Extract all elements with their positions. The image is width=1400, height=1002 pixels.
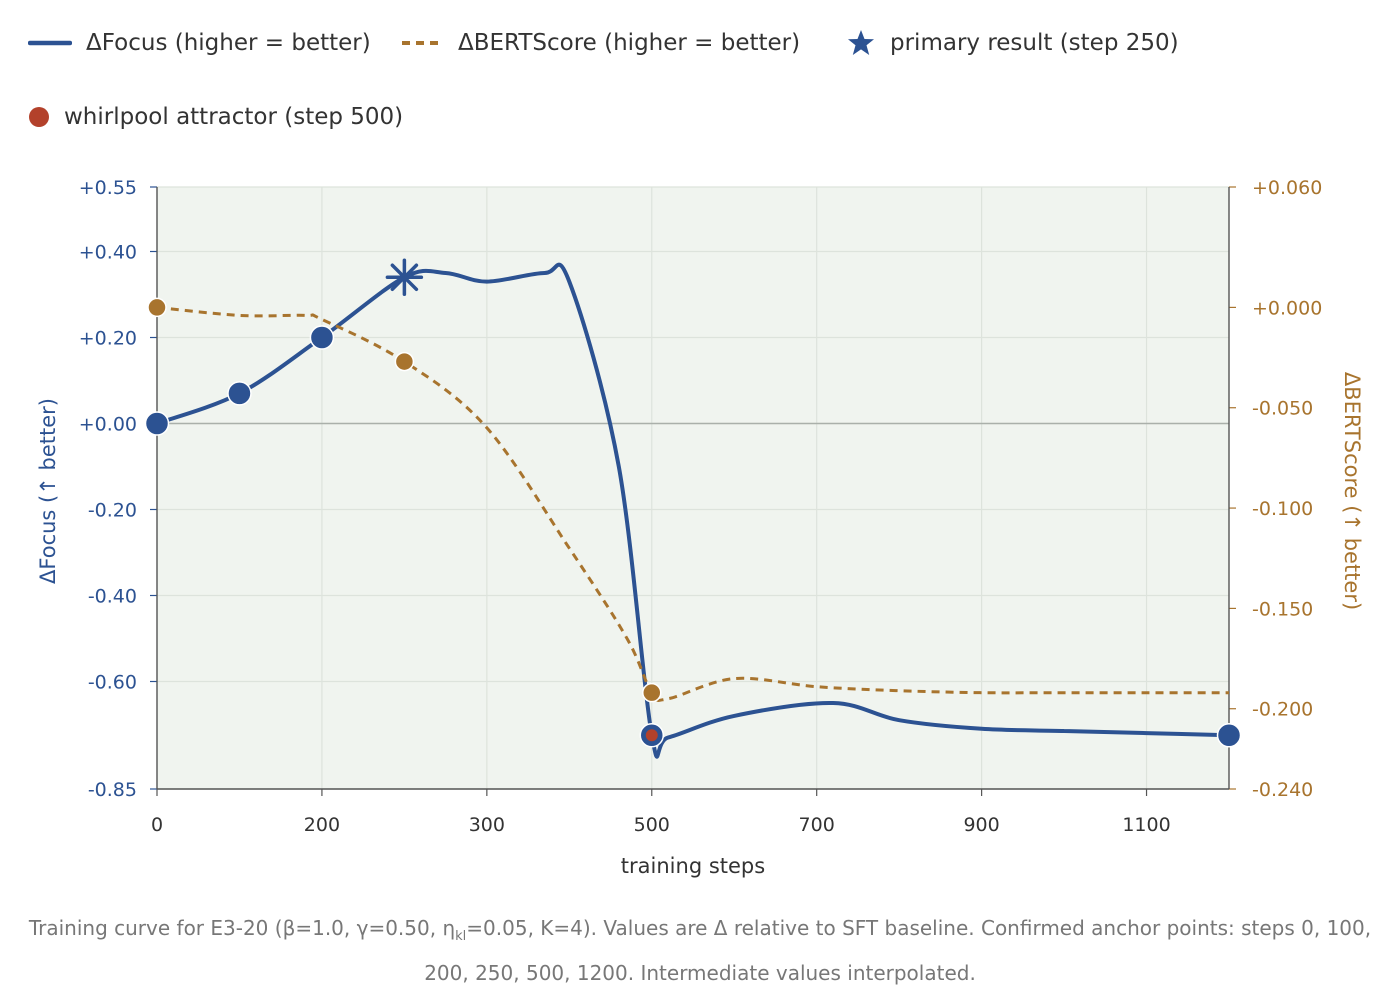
axes: 0 200 300 500 700 900 1100 +0.55 +0.40 +0.20 +0.00… xyxy=(79,177,1323,836)
y-left-tick-label: -0.40 xyxy=(88,586,137,608)
y-left-tick-label: -0.60 xyxy=(88,672,137,694)
x-tick-label: 500 xyxy=(634,814,670,836)
y-right-tick-label: -0.200 xyxy=(1252,699,1313,721)
y-left-tick-label: -0.85 xyxy=(88,779,137,801)
legend-label: primary result (step 250) xyxy=(890,30,1179,56)
x-tick-label: 900 xyxy=(963,814,999,836)
y-right-tick-label: -0.100 xyxy=(1252,498,1313,520)
x-axis-label: training steps xyxy=(621,854,765,878)
plot-area xyxy=(157,187,1229,789)
marker-layer xyxy=(144,258,1242,748)
y-axis-left-label: ΔFocus (↑ better) xyxy=(36,398,60,584)
x-tick-label: 700 xyxy=(799,814,835,836)
y-left-tick-label: +0.20 xyxy=(79,328,137,350)
y-right-tick-label: -0.240 xyxy=(1252,779,1313,801)
focus-marker xyxy=(309,325,335,350)
y-axis-right-label: ΔBERTScore (↑ better) xyxy=(1340,372,1364,610)
y-right-tick-label: +0.000 xyxy=(1252,297,1322,319)
legend-label: ΔBERTScore (higher = better) xyxy=(458,30,801,56)
x-tick-label: 300 xyxy=(469,814,505,836)
legend-item-primary[interactable]: primary result (step 250) xyxy=(846,28,1179,58)
dashed-line-swatch-icon xyxy=(402,41,442,45)
bertscore-marker xyxy=(642,682,662,703)
chart: 0 200 300 500 700 900 1100 +0.55 +0.40 +0.20 +0.00… xyxy=(36,177,1364,878)
y-right-tick-label: -0.150 xyxy=(1252,598,1313,620)
x-tick-label: 200 xyxy=(304,814,340,836)
legend-item-focus[interactable]: ΔFocus (higher = better) xyxy=(28,30,371,56)
dot-icon xyxy=(29,107,49,127)
legend-label: ΔFocus (higher = better) xyxy=(86,30,371,56)
legend-item-bertscore[interactable]: ΔBERTScore (higher = better) xyxy=(400,30,800,56)
y-right-tick-label: +0.060 xyxy=(1252,177,1322,199)
legend-item-whirlpool[interactable]: whirlpool attractor (step 500) xyxy=(28,104,403,130)
primary-result-star-marker xyxy=(385,258,424,297)
y-right-tick-label: -0.050 xyxy=(1252,398,1313,420)
legend-label: whirlpool attractor (step 500) xyxy=(64,104,404,130)
y-left-tick-label: -0.20 xyxy=(88,500,137,522)
x-tick-label: 0 xyxy=(151,814,163,836)
y-left-tick-label: +0.00 xyxy=(79,414,137,436)
caption-line2: 200, 250, 500, 1200. Intermediate values… xyxy=(424,961,976,985)
x-tick-label: 1100 xyxy=(1122,814,1170,836)
focus-marker xyxy=(227,381,252,406)
y-left-tick-label: +0.55 xyxy=(79,177,137,199)
star-icon xyxy=(848,30,874,55)
figure-caption: Training curve for E3-20 (β=1.0, γ=0.50,… xyxy=(20,910,1380,992)
star-ray xyxy=(390,263,419,292)
solid-line-swatch-icon xyxy=(28,40,72,46)
bertscore-marker xyxy=(147,297,167,318)
caption-part1: Training curve for E3-20 (β=1.0, γ=0.50,… xyxy=(28,916,456,940)
bertscore-marker xyxy=(394,351,415,372)
focus-marker xyxy=(144,411,170,436)
caption-part2: =0.05, K=4). Values are Δ relative to SF… xyxy=(466,916,1372,940)
caption-subscript: kl xyxy=(455,929,467,944)
focus-series-line xyxy=(155,262,1231,759)
whirlpool-attractor-marker xyxy=(645,729,658,742)
y-left-tick-label: +0.40 xyxy=(79,242,137,264)
focus-marker xyxy=(1216,723,1242,748)
